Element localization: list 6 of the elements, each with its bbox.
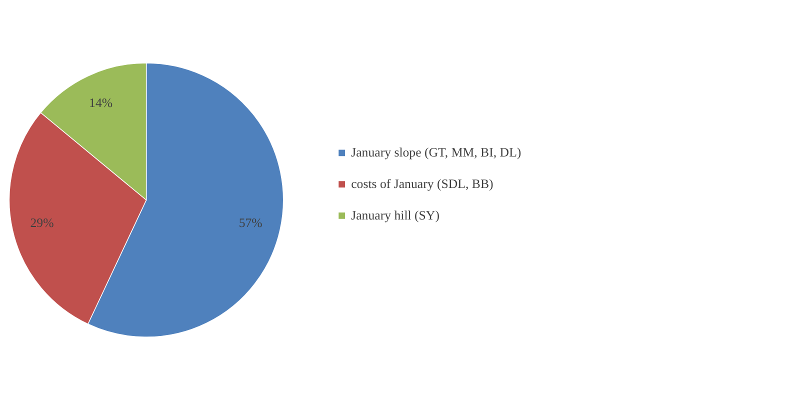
data-label: 29%	[30, 216, 54, 230]
data-label: 14%	[89, 96, 113, 110]
data-label: 57%	[238, 216, 263, 230]
legend-label: January slope (GT, MM, BI, DL)	[351, 145, 522, 160]
legend-label: January hill (SY)	[351, 208, 440, 222]
legend-label: costs of January (SDL, BB)	[351, 176, 494, 191]
